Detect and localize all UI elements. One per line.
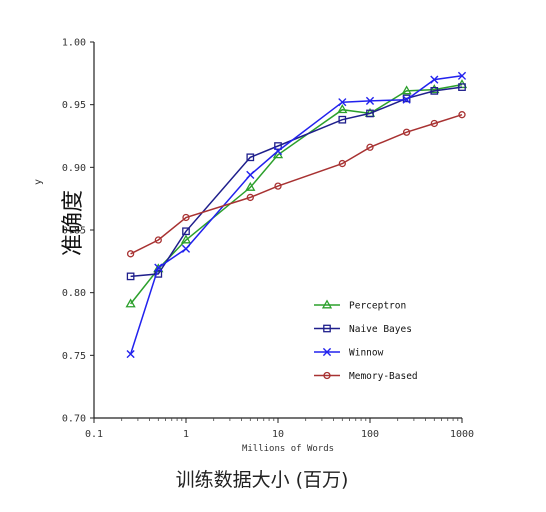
legend-item: Naive Bayes	[314, 324, 412, 335]
legend-item: Winnow	[314, 348, 384, 359]
legend-item: Memory-Based	[314, 371, 418, 382]
data-point-circle	[274, 182, 282, 190]
data-point-triangle	[321, 299, 333, 309]
y-axis-title-faint: y	[33, 179, 44, 185]
series-layer	[125, 71, 468, 359]
data-point-triangle	[429, 84, 440, 94]
legend-label: Memory-Based	[349, 371, 418, 382]
data-point-circle	[402, 128, 411, 136]
y-tick-label: 1.00	[62, 38, 86, 49]
data-point-x	[430, 75, 439, 84]
data-point-triangle	[180, 234, 192, 244]
data-point-square	[274, 142, 282, 150]
data-point-triangle	[337, 104, 348, 114]
x-tick-label: 1	[183, 429, 189, 440]
data-point-x	[181, 244, 191, 253]
data-point-x	[338, 98, 347, 107]
x-tick-label: 0.1	[85, 429, 103, 440]
data-point-x	[457, 71, 467, 80]
data-point-x	[246, 170, 255, 179]
data-point-triangle	[272, 149, 284, 159]
data-point-square	[338, 115, 347, 124]
data-point-circle	[366, 143, 374, 151]
series-line	[130, 113, 463, 255]
y-tick-label: 0.95	[62, 100, 86, 111]
legend-label: Naive Bayes	[349, 324, 412, 335]
data-point-square	[246, 153, 255, 162]
data-point-circle	[154, 236, 162, 244]
data-point-square	[154, 270, 163, 278]
legend: Perceptron Naive Bayes Winnow Memory-Based	[314, 299, 418, 382]
x-tick-label: 100	[361, 429, 379, 440]
series-perceptron	[125, 79, 468, 308]
data-point-square	[126, 272, 135, 281]
y-tick-label: 0.80	[62, 288, 86, 299]
data-point-square	[323, 324, 331, 333]
series-line	[130, 83, 463, 305]
legend-item: Perceptron	[314, 299, 406, 312]
y-axis-title-overlay: 准确度	[61, 190, 86, 256]
data-point-square	[430, 87, 439, 95]
series-line	[129, 75, 463, 355]
series-line	[130, 86, 463, 278]
data-point-triangle	[125, 298, 136, 308]
data-point-x	[126, 349, 135, 359]
data-point-x	[273, 146, 283, 156]
data-point-circle	[246, 193, 254, 202]
x-axis-title: Millions of Words	[242, 444, 334, 454]
data-point-square	[458, 83, 466, 91]
data-point-x	[365, 96, 375, 106]
x-axis-caption-overlay: 训练数据大小 (百万)	[176, 469, 349, 491]
data-point-circle	[182, 213, 190, 222]
series-winnow	[126, 71, 467, 359]
data-point-x	[402, 95, 411, 104]
data-point-circle	[458, 111, 466, 119]
legend-label: Perceptron	[349, 301, 406, 312]
data-point-x	[154, 263, 163, 272]
data-point-circle	[323, 371, 331, 380]
y-tick-label: 0.75	[62, 351, 86, 362]
data-point-circle	[430, 119, 438, 128]
x-tick-label: 1000	[450, 429, 474, 440]
y-tick-label: 0.85	[62, 226, 86, 237]
data-point-x	[322, 347, 332, 357]
data-point-circle	[338, 159, 346, 168]
data-point-triangle	[401, 85, 412, 95]
data-point-triangle	[153, 263, 164, 273]
y-tick-label: 0.70	[62, 414, 86, 425]
data-point-square	[402, 94, 411, 103]
x-tick-label: 10	[272, 429, 284, 440]
x-axis-ticks: 0.1 1 10 100 1000	[85, 418, 474, 440]
legend-label: Winnow	[349, 348, 384, 359]
y-axis-ticks: 0.70 0.75 0.80 0.85 0.90 0.95 1.00	[62, 38, 94, 425]
data-point-square	[182, 227, 190, 236]
data-point-circle	[126, 250, 135, 258]
data-point-square	[366, 109, 374, 118]
series-memory-based	[126, 111, 466, 258]
y-tick-label: 0.90	[62, 163, 86, 174]
data-point-triangle	[245, 181, 256, 191]
series-naive-bayes	[126, 83, 466, 281]
